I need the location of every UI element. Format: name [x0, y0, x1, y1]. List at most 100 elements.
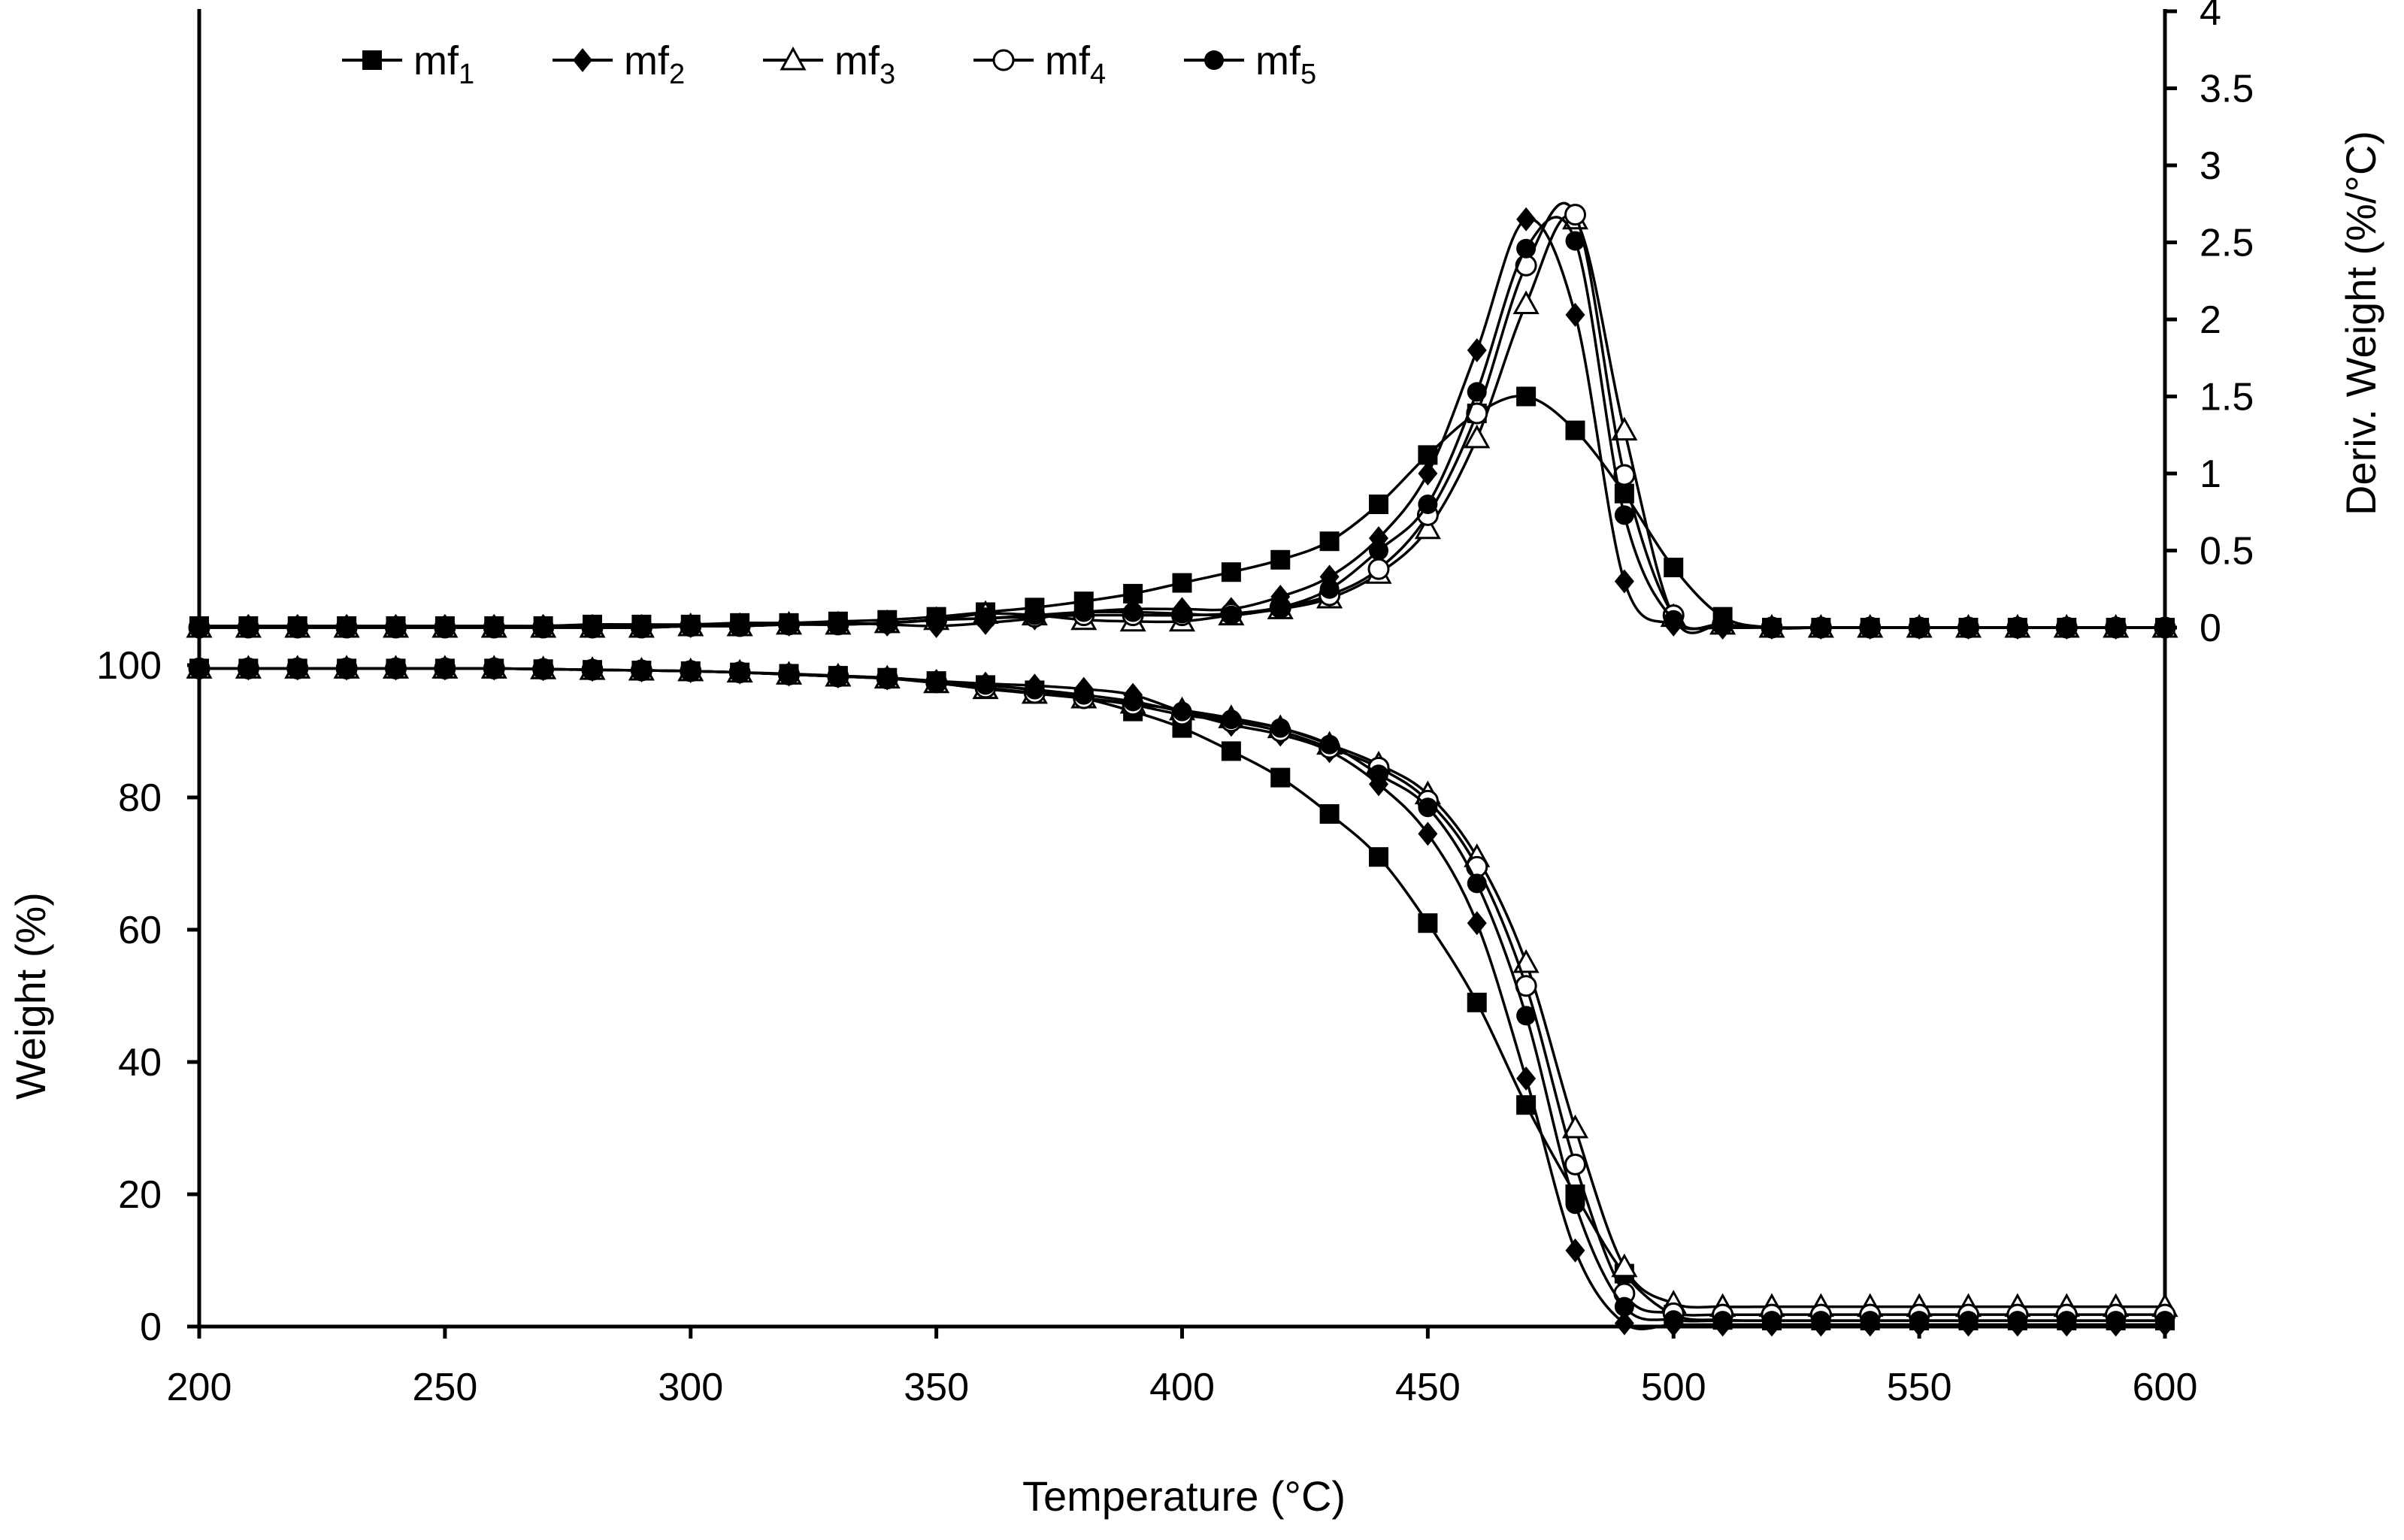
weight-point-mf5	[2057, 1311, 2077, 1331]
weight-point-mf5	[2155, 1311, 2175, 1331]
weight-point-mf5	[337, 658, 357, 679]
deriv-point-mf5	[1270, 598, 1291, 618]
weight-point-mf5	[1664, 1310, 1684, 1330]
deriv-point-mf4	[1564, 204, 1586, 226]
x-tick-label: 200	[167, 1366, 232, 1409]
right-tick-label: 0.5	[2200, 530, 2254, 573]
deriv-point-mf1	[1172, 573, 1192, 593]
deriv-point-mf4	[1613, 464, 1636, 486]
deriv-point-mf5	[2106, 618, 2126, 637]
weight-point-mf5	[287, 658, 307, 679]
deriv-point-mf5	[1811, 618, 1831, 637]
legend-label: mf1	[413, 38, 474, 90]
weight-point-mf5	[926, 672, 946, 691]
x-tick-label: 300	[658, 1366, 723, 1409]
right-tick-label: 2.5	[2200, 222, 2254, 265]
legend: mf1 mf2 mf3 mf4 mf5	[342, 38, 1316, 90]
weight-point-mf5	[484, 658, 504, 679]
weight-point-mf2	[1467, 911, 1487, 936]
deriv-point-mf5	[1172, 604, 1192, 624]
left-tick-label: 40	[118, 1041, 162, 1085]
x-axis-label: Temperature (°C)	[1022, 1472, 1346, 1520]
deriv-point-mf5	[337, 618, 357, 637]
legend-marker	[573, 48, 592, 72]
legend-item-mf2: mf2	[553, 38, 685, 90]
weight-point-mf5	[1369, 764, 1388, 785]
weight-point-mf5	[533, 659, 553, 679]
weight-point-mf1	[1369, 847, 1388, 867]
legend-marker	[992, 49, 1015, 71]
deriv-point-mf5	[1860, 618, 1880, 637]
deriv-point-mf5	[631, 618, 652, 637]
weight-point-mf5	[434, 658, 455, 679]
deriv-point-mf5	[730, 616, 750, 636]
deriv-point-mf5	[1369, 540, 1388, 561]
deriv-point-mf5	[779, 614, 799, 634]
deriv-point-mf5	[189, 618, 209, 637]
weight-point-mf5	[877, 668, 898, 688]
weight-point-mf5	[828, 666, 848, 686]
left-tick-label: 80	[118, 776, 162, 820]
weight-point-mf2	[1565, 1238, 1585, 1263]
deriv-point-mf1	[1565, 420, 1585, 440]
deriv-point-mf5	[1664, 610, 1684, 630]
deriv-point-mf5	[680, 616, 701, 636]
y-axis-left-label: Weight (%)	[7, 892, 54, 1100]
deriv-point-mf5	[533, 618, 553, 637]
weight-point-mf1	[1467, 992, 1487, 1012]
weight-series-mf5	[189, 658, 2175, 1331]
weight-point-mf5	[386, 658, 406, 679]
left-tick-label: 60	[118, 909, 162, 952]
deriv-point-mf5	[877, 613, 898, 633]
weight-point-mf5	[1418, 797, 1438, 818]
x-tick-label: 550	[1887, 1366, 1952, 1409]
weight-point-mf5	[1025, 679, 1045, 700]
weight-point-mf1	[1270, 767, 1291, 788]
x-tick-label: 250	[412, 1366, 477, 1409]
left-tick-label: 100	[96, 644, 162, 688]
deriv-point-mf5	[1418, 495, 1438, 514]
deriv-point-mf5	[583, 618, 602, 637]
deriv-point-mf5	[1958, 618, 1979, 637]
weight-point-mf5	[2007, 1311, 2027, 1331]
weight-point-mf5	[1270, 718, 1291, 738]
right-tick-label: 1.5	[2200, 376, 2254, 419]
right-tick-label: 3	[2200, 144, 2221, 188]
weight-point-mf5	[1516, 1006, 1537, 1026]
deriv-point-mf5	[828, 614, 848, 634]
deriv-point-mf2	[1516, 207, 1537, 231]
deriv-point-mf5	[1073, 602, 1094, 622]
deriv-point-mf5	[2007, 618, 2027, 637]
deriv-point-mf1	[1270, 549, 1291, 570]
weight-point-mf5	[1565, 1194, 1585, 1215]
right-tick-label: 3.5	[2200, 68, 2254, 111]
legend-marker	[1204, 50, 1224, 70]
weight-point-mf2	[1418, 821, 1438, 846]
right-tick-label: 0	[2200, 607, 2221, 650]
deriv-point-mf5	[1123, 602, 1143, 622]
deriv-point-mf1	[1516, 386, 1537, 407]
deriv-point-mf5	[926, 610, 946, 630]
x-tick-label: 400	[1149, 1366, 1215, 1409]
deriv-point-mf5	[287, 618, 307, 637]
weight-point-mf4	[1564, 1153, 1586, 1175]
deriv-point-mf4	[1466, 402, 1488, 425]
deriv-point-mf2	[1467, 338, 1487, 362]
weight-point-mf2	[1516, 1067, 1537, 1091]
weight-point-mf1	[1418, 913, 1438, 933]
legend-marker	[362, 50, 382, 70]
legend-item-mf4: mf4	[973, 38, 1106, 90]
legend-label: mf3	[834, 38, 895, 90]
weight-point-mf5	[189, 658, 209, 679]
deriv-point-mf2	[1614, 569, 1634, 594]
x-tick-label: 350	[904, 1366, 969, 1409]
weight-point-mf1	[1221, 741, 1241, 761]
legend-item-mf1: mf1	[342, 38, 474, 90]
legend-item-mf3: mf3	[763, 38, 895, 90]
deriv-point-mf5	[434, 618, 455, 637]
deriv-point-mf5	[1909, 618, 1930, 637]
weight-point-mf5	[1860, 1311, 1880, 1331]
weight-point-mf5	[730, 662, 750, 682]
weight-point-mf5	[976, 675, 995, 695]
